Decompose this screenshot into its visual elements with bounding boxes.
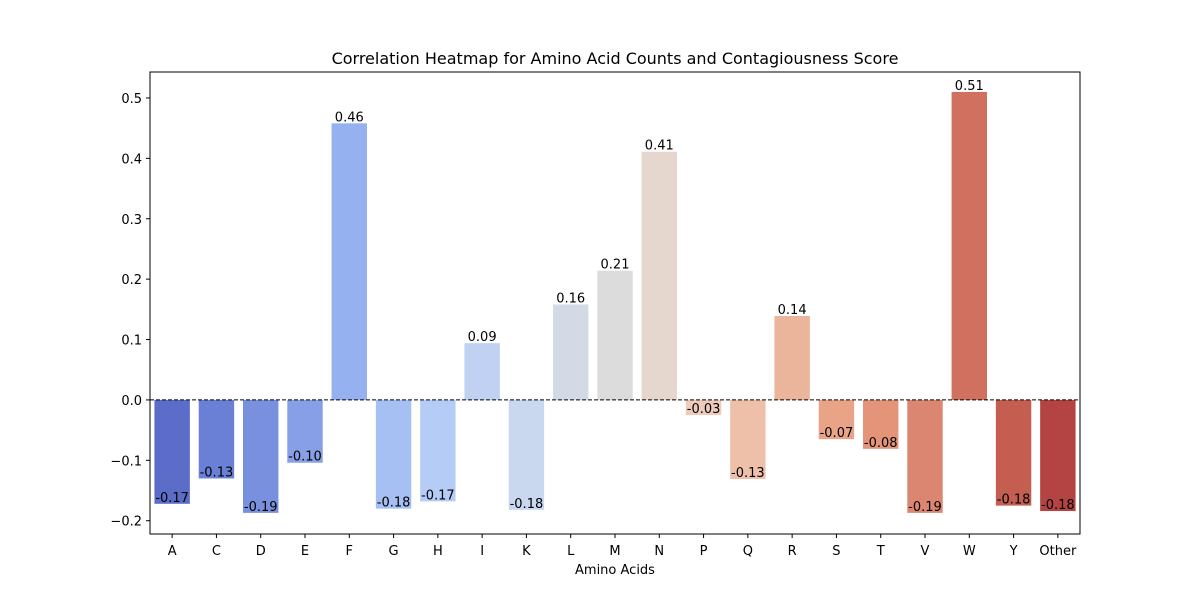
y-tick-label: 0.4: [121, 152, 142, 167]
bar-other: [1040, 399, 1076, 512]
bar-a: [154, 399, 190, 504]
value-label-r: 0.14: [778, 303, 807, 318]
x-tick-label: I: [480, 544, 484, 559]
x-tick-label: L: [567, 544, 575, 559]
bar-l: [553, 304, 589, 400]
value-label-i: 0.09: [468, 330, 497, 345]
y-tick-label: 0.3: [121, 213, 142, 228]
x-tick-label: Y: [1009, 544, 1018, 559]
bar-v: [907, 399, 943, 513]
x-tick-label: Q: [743, 544, 753, 559]
bar-i: [464, 343, 500, 400]
bar-g: [375, 399, 412, 509]
x-tick-label: C: [212, 544, 221, 559]
x-tick-label: W: [963, 544, 976, 559]
bar-p: [685, 399, 722, 416]
bar-n: [641, 151, 677, 400]
value-label-m: 0.21: [601, 258, 630, 273]
value-label-p: -0.03: [687, 402, 721, 417]
x-axis: A C D E F G H I K L M N P Q R S T V W Y Other: [168, 534, 1077, 559]
x-tick-label: P: [700, 544, 708, 559]
x-tick-label: F: [346, 544, 353, 559]
value-label-y: -0.18: [997, 493, 1031, 508]
value-label-t: -0.08: [864, 436, 898, 451]
y-tick-label: 0.0: [121, 394, 142, 409]
value-labels-group: -0.17 -0.13 -0.19 -0.10 0.46 -0.18 -0.17 0.09 -0…: [155, 79, 1074, 515]
value-label-n: 0.41: [645, 139, 674, 154]
y-tick-label: 0.2: [121, 273, 142, 288]
bar-k: [508, 399, 545, 510]
x-tick-label: V: [921, 544, 930, 559]
bars-group: [154, 91, 1076, 513]
value-label-l: 0.16: [556, 292, 585, 307]
x-tick-label: H: [433, 544, 443, 559]
y-tick-label: 0.1: [121, 334, 142, 349]
x-tick-label: E: [301, 544, 309, 559]
value-label-d: -0.19: [244, 500, 278, 515]
x-tick-label: M: [609, 544, 620, 559]
x-axis-label: Amino Acids: [575, 563, 655, 578]
x-tick-label: N: [654, 544, 664, 559]
value-label-v: -0.19: [908, 500, 942, 515]
value-label-g: -0.18: [377, 496, 411, 511]
bar-e: [287, 399, 323, 463]
x-tick-label: S: [832, 544, 840, 559]
value-label-c: -0.13: [200, 465, 234, 480]
value-label-h: -0.17: [421, 488, 455, 503]
bar-m: [597, 270, 633, 400]
x-tick-label: T: [876, 544, 885, 559]
y-tick-label: −0.1: [110, 454, 142, 469]
value-label-s: -0.07: [820, 426, 854, 441]
bar-r: [774, 315, 810, 400]
bar-h: [420, 399, 456, 502]
bar-c: [198, 399, 235, 479]
value-label-w: 0.51: [955, 79, 984, 94]
x-tick-label: G: [389, 544, 399, 559]
x-tick-label: A: [168, 544, 177, 559]
x-tick-label: R: [788, 544, 797, 559]
value-label-q: -0.13: [731, 466, 765, 481]
bar-w: [951, 91, 987, 400]
x-tick-label: Other: [1039, 544, 1077, 559]
value-label-f: 0.46: [335, 110, 364, 125]
value-label-e: -0.10: [288, 450, 322, 465]
bar-f: [331, 123, 367, 400]
bar-d: [243, 399, 279, 513]
bar-t: [863, 399, 899, 449]
chart-title: Correlation Heatmap for Amino Acid Count…: [332, 49, 899, 68]
x-tick-label: K: [522, 544, 531, 559]
value-label-k: -0.18: [510, 497, 544, 512]
y-tick-label: −0.2: [110, 515, 142, 530]
x-tick-label: D: [256, 544, 266, 559]
bar-s: [818, 399, 855, 440]
y-axis: 0.5 0.4 0.3 0.2 0.1 0.0 −0.1 −0.2: [110, 92, 150, 530]
bar-y: [995, 399, 1032, 506]
y-tick-label: 0.5: [121, 92, 142, 107]
value-label-other: -0.18: [1041, 498, 1075, 513]
bar-q: [730, 399, 766, 480]
value-label-a: -0.17: [155, 491, 189, 506]
